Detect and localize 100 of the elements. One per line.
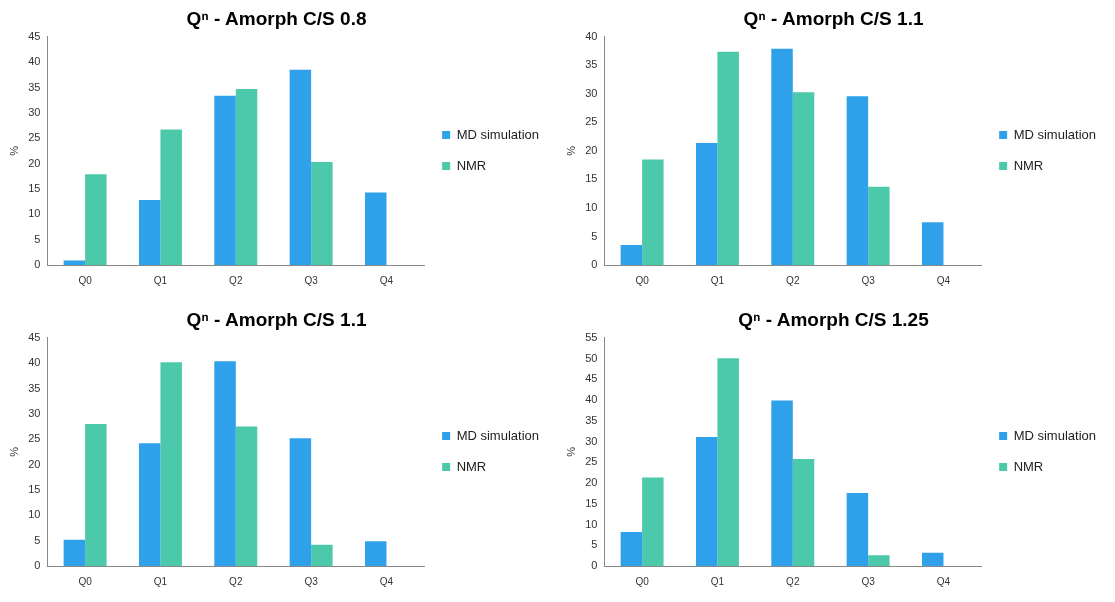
bar xyxy=(63,260,86,265)
bar xyxy=(695,436,718,566)
bar xyxy=(771,48,793,265)
bar xyxy=(868,186,890,265)
y-tick-label: 35 xyxy=(585,58,598,71)
y-axis-title: % xyxy=(564,145,577,156)
x-tick-label: Q0 xyxy=(635,575,650,587)
y-tick-label: 0 xyxy=(34,258,41,271)
x-tick-label: Q0 xyxy=(78,575,93,587)
y-tick-label: 20 xyxy=(585,476,598,489)
bar xyxy=(289,438,312,566)
legend-label: NMR xyxy=(1013,157,1044,173)
x-tick-label: Q1 xyxy=(153,274,168,286)
y-axis-title: % xyxy=(7,446,20,457)
bar xyxy=(311,544,333,566)
y-tick-label: 20 xyxy=(585,143,598,156)
y-tick-label: 25 xyxy=(28,432,41,445)
bar xyxy=(214,95,236,265)
bar xyxy=(642,159,664,265)
y-tick-label: 15 xyxy=(28,482,41,495)
x-tick-label: Q3 xyxy=(304,274,319,286)
x-tick-label: Q2 xyxy=(229,575,243,587)
chart-title: Qⁿ - Amorph C/S 1.25 xyxy=(738,308,930,330)
y-tick-label: 35 xyxy=(28,80,41,93)
y-tick-label: 30 xyxy=(585,434,598,447)
bar xyxy=(792,458,815,566)
y-tick-label: 55 xyxy=(585,330,598,343)
y-tick-label: 45 xyxy=(28,330,41,343)
bar xyxy=(717,358,739,566)
x-tick-label: Q4 xyxy=(936,274,951,286)
y-tick-label: 5 xyxy=(591,229,598,242)
x-tick-label: Q0 xyxy=(635,274,650,286)
bar xyxy=(922,222,944,265)
y-tick-label: 30 xyxy=(585,86,598,99)
y-tick-label: 35 xyxy=(585,413,598,426)
x-tick-label: Q1 xyxy=(710,274,725,286)
bar xyxy=(846,96,869,265)
y-tick-label: 10 xyxy=(585,517,598,530)
y-axis-title: % xyxy=(7,145,20,156)
y-tick-label: 5 xyxy=(34,533,41,546)
bar xyxy=(620,531,643,566)
legend-label: MD simulation xyxy=(456,126,539,142)
y-tick-label: 20 xyxy=(28,156,41,169)
chart-title: Qⁿ - Amorph C/S 1.1 xyxy=(743,7,924,29)
x-tick-label: Q2 xyxy=(229,274,243,286)
bar xyxy=(922,552,944,566)
bar xyxy=(771,400,793,566)
y-tick-label: 10 xyxy=(585,200,598,213)
bar xyxy=(160,129,182,265)
y-tick-label: 35 xyxy=(28,381,41,394)
y-tick-label: 5 xyxy=(591,538,598,551)
y-tick-label: 15 xyxy=(585,172,598,185)
y-tick-label: 30 xyxy=(28,406,41,419)
bar xyxy=(289,69,312,265)
y-tick-label: 45 xyxy=(28,29,41,42)
bar xyxy=(235,426,258,566)
bar xyxy=(846,492,869,566)
x-tick-label: Q3 xyxy=(861,274,876,286)
chart-title: Qⁿ - Amorph C/S 0.8 xyxy=(186,7,367,29)
legend-label: MD simulation xyxy=(1013,427,1096,443)
bar xyxy=(85,174,107,265)
bar xyxy=(717,51,739,265)
y-tick-label: 15 xyxy=(28,181,41,194)
bar xyxy=(792,92,815,265)
y-tick-label: 10 xyxy=(28,508,41,521)
y-tick-label: 20 xyxy=(28,457,41,470)
bar xyxy=(311,162,333,265)
legend-label: MD simulation xyxy=(1013,126,1096,142)
x-tick-label: Q4 xyxy=(936,575,951,587)
y-tick-label: 40 xyxy=(28,356,41,369)
y-tick-label: 0 xyxy=(591,559,598,572)
x-tick-label: Q4 xyxy=(379,575,394,587)
bar xyxy=(138,200,161,265)
y-tick-label: 45 xyxy=(585,372,598,385)
bar xyxy=(63,539,86,566)
x-tick-label: Q1 xyxy=(153,575,168,587)
bar xyxy=(365,192,387,265)
x-tick-label: Q3 xyxy=(304,575,319,587)
y-axis-title: % xyxy=(564,446,577,457)
y-tick-label: 30 xyxy=(28,105,41,118)
x-tick-label: Q1 xyxy=(710,575,725,587)
chart-title: Qⁿ - Amorph C/S 1.1 xyxy=(186,308,367,330)
y-tick-label: 0 xyxy=(591,258,598,271)
legend-label: MD simulation xyxy=(456,427,539,443)
legend-label: NMR xyxy=(1013,458,1044,474)
bar xyxy=(214,361,236,566)
x-tick-label: Q2 xyxy=(786,274,800,286)
bar xyxy=(85,424,107,566)
x-tick-label: Q4 xyxy=(379,274,394,286)
x-tick-label: Q2 xyxy=(786,575,800,587)
y-tick-label: 40 xyxy=(585,393,598,406)
bar xyxy=(642,477,664,566)
bar xyxy=(620,245,643,265)
y-tick-label: 25 xyxy=(28,131,41,144)
x-tick-label: Q0 xyxy=(78,274,93,286)
y-tick-label: 50 xyxy=(585,351,598,364)
y-tick-label: 0 xyxy=(34,559,41,572)
bar xyxy=(138,443,161,566)
y-tick-label: 5 xyxy=(34,232,41,245)
y-tick-label: 25 xyxy=(585,455,598,468)
